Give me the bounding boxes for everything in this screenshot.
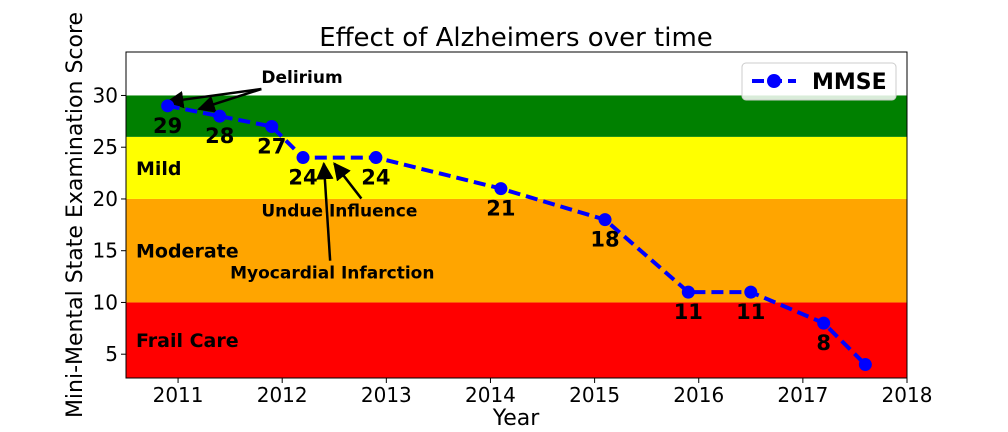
annotation-arrow-delirium-0 — [165, 87, 262, 109]
y-axis: 5 10 15 20 25 30 — [93, 83, 126, 366]
band-label-mild: Mild — [136, 158, 182, 180]
x-tick-label-2014: 2014 — [465, 383, 516, 407]
annotation-arrow-myocardial-infarction-0 — [316, 161, 334, 261]
data-label-0: 29 — [153, 114, 182, 138]
data-point-8 — [744, 285, 758, 299]
plot-frame — [125, 51, 908, 379]
band-moderate — [126, 198, 907, 303]
data-label-6: 18 — [590, 228, 619, 252]
y-tick-label-5: 5 — [105, 342, 118, 366]
band-mild — [126, 136, 907, 199]
band-normal — [126, 95, 907, 137]
y-tick-label-30: 30 — [93, 83, 118, 107]
x-tick-label-2018: 2018 — [882, 383, 933, 407]
x-tick-label-2015: 2015 — [569, 383, 620, 407]
annotations: Delirium Undue Influence Myocardial Infarc… — [165, 68, 434, 284]
legend-label: MMSE — [812, 70, 887, 95]
annotation-myocardial-infarction: Myocardial Infarction — [230, 264, 434, 284]
chart-title: Effect of Alzheimers over time — [319, 23, 713, 53]
data-label-3: 24 — [288, 166, 317, 190]
band-label-moderate: Moderate — [136, 241, 239, 263]
data-point-10 — [858, 358, 872, 372]
severity-bands — [126, 95, 907, 378]
data-label-8: 11 — [736, 300, 765, 324]
data-label-7: 11 — [674, 300, 703, 324]
x-tick-label-2017: 2017 — [777, 383, 828, 407]
annotation-undue-influence: Undue Influence — [261, 202, 417, 222]
data-label-9: 8 — [816, 331, 831, 355]
x-tick-label-2013: 2013 — [361, 383, 412, 407]
data-point-9 — [817, 316, 831, 330]
x-axis: 2011 2012 2013 2014 2015 2016 2017 2018 — [153, 378, 933, 407]
band-frail-care — [126, 302, 907, 378]
y-tick-label-10: 10 — [93, 290, 118, 314]
legend-box — [741, 62, 897, 101]
annotation-arrow-undue-influence-0 — [333, 162, 363, 200]
data-label-1: 28 — [205, 124, 234, 148]
band-label-frail-care: Frail Care — [136, 330, 239, 352]
y-tick-label-20: 20 — [93, 187, 118, 211]
x-tick-label-2016: 2016 — [673, 383, 724, 407]
data-label-2: 27 — [257, 135, 286, 159]
x-axis-title: Year — [492, 406, 541, 431]
data-point-4 — [369, 151, 383, 165]
x-tick-label-2012: 2012 — [257, 383, 308, 407]
band-labels: Frail Care Moderate Mild — [136, 158, 239, 352]
data-point-1 — [213, 109, 227, 123]
annotation-arrow-delirium-1 — [197, 87, 262, 113]
y-tick-label-25: 25 — [93, 135, 118, 159]
data-label-4: 24 — [361, 166, 390, 190]
y-axis-title: Mini-Mental State Examination Score — [63, 12, 88, 418]
legend-marker-sample — [767, 74, 781, 88]
legend: MMSE — [741, 62, 897, 101]
data-point-0 — [161, 99, 175, 113]
data-point-5 — [494, 182, 508, 196]
data-point-6 — [598, 213, 612, 227]
data-point-7 — [681, 285, 695, 299]
y-tick-label-15: 15 — [93, 239, 118, 263]
annotation-delirium: Delirium — [261, 68, 342, 88]
data-point-2 — [265, 120, 279, 134]
series-mmse — [161, 99, 872, 372]
data-label-5: 21 — [486, 197, 515, 221]
x-tick-label-2011: 2011 — [153, 383, 204, 407]
data-point-3 — [296, 151, 310, 165]
